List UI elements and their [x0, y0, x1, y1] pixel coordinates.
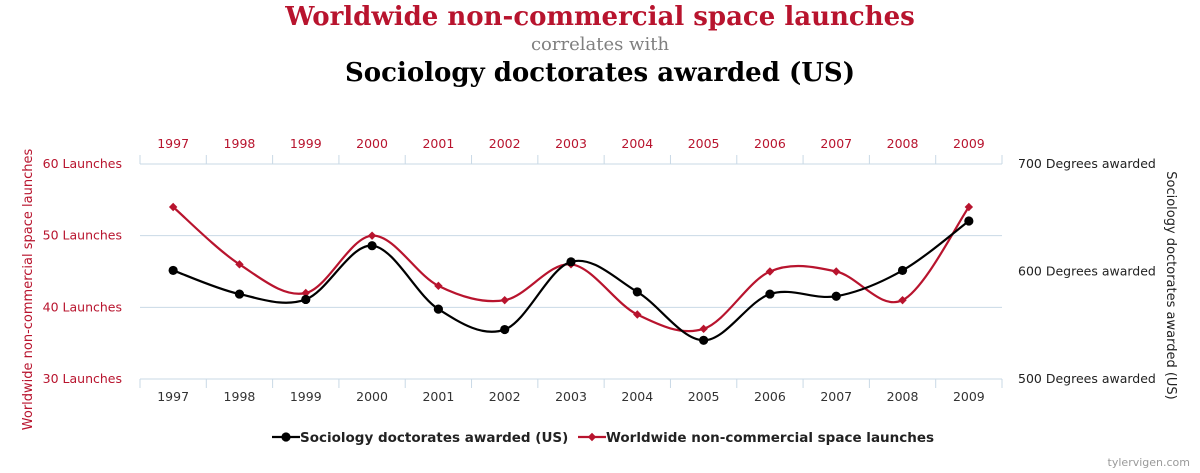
x-label-bottom: 2007	[820, 389, 852, 404]
x-label-bottom: 2001	[422, 389, 454, 404]
x-label-bottom: 1997	[157, 389, 189, 404]
right-tick-label: 600 Degrees awarded	[1018, 264, 1156, 279]
data-point-doctorates	[632, 287, 642, 297]
right-tick-label: 700 Degrees awarded	[1018, 156, 1156, 171]
chart-title-doctorates: Sociology doctorates awarded (US)	[345, 58, 855, 88]
x-label-bottom: 2005	[688, 389, 720, 404]
data-point-doctorates	[765, 289, 775, 299]
x-label-top: 2004	[621, 136, 653, 151]
data-point-launches	[367, 231, 377, 240]
legend-marker-circle	[281, 432, 291, 442]
left-axis-title: Worldwide non-commercial space launches	[21, 149, 36, 431]
x-label-top: 2008	[887, 136, 919, 151]
data-point-doctorates	[168, 265, 178, 276]
right-axis-title: Sociology doctorates awarded (US)	[1163, 171, 1178, 400]
x-label-top: 1998	[224, 136, 256, 151]
data-point-doctorates	[367, 241, 377, 251]
x-label-bottom: 2006	[754, 389, 786, 404]
data-point-launches	[964, 202, 974, 212]
data-point-launches	[699, 324, 708, 334]
data-point-launches	[832, 267, 841, 276]
right-tick-label: 500 Degrees awarded	[1018, 371, 1156, 386]
x-label-bottom: 2008	[887, 389, 919, 404]
x-label-top: 2000	[356, 136, 388, 151]
x-label-top: 2005	[688, 136, 720, 151]
x-label-top: 2007	[820, 136, 852, 151]
x-label-top: 2002	[489, 136, 521, 151]
data-point-doctorates	[964, 216, 974, 226]
data-point-doctorates	[566, 257, 576, 267]
data-point-launches	[301, 288, 310, 298]
credit-text: tylervigen.com	[1107, 456, 1190, 469]
left-tick-label: 50 Launches	[43, 228, 122, 243]
data-point-doctorates	[234, 289, 245, 299]
x-label-bottom: 1998	[224, 389, 256, 404]
series-line-launches	[172, 206, 970, 333]
data-point-launches	[235, 260, 244, 269]
chart-title-connector: correlates with	[530, 34, 670, 55]
data-point-doctorates	[897, 265, 908, 276]
data-point-doctorates	[831, 291, 841, 301]
x-label-bottom: 2003	[555, 389, 587, 404]
legend-label: Sociology doctorates awarded (US)	[300, 430, 568, 446]
data-point-launches	[898, 295, 907, 305]
data-point-doctorates	[699, 335, 709, 345]
x-label-top: 1999	[290, 136, 322, 151]
left-tick-label: 40 Launches	[43, 299, 122, 314]
legend-label: Worldwide non-commercial space launches	[606, 430, 934, 446]
data-point-launches	[765, 267, 775, 276]
series-line-doctorates	[172, 220, 970, 342]
x-label-top: 2001	[422, 136, 454, 151]
x-label-top: 2009	[953, 136, 985, 151]
data-point-launches	[168, 202, 178, 212]
left-tick-label: 60 Launches	[43, 156, 122, 171]
x-label-top: 1997	[157, 136, 189, 151]
data-point-launches	[633, 310, 642, 319]
x-label-bottom: 1999	[290, 389, 322, 404]
data-point-launches	[434, 281, 443, 291]
x-label-bottom: 2002	[489, 389, 521, 404]
x-label-bottom: 2000	[356, 389, 388, 404]
chart-title-launches: Worldwide non-commercial space launches	[285, 2, 915, 32]
legend-marker-diamond	[587, 432, 597, 442]
x-label-bottom: 2009	[953, 389, 985, 404]
data-point-doctorates	[433, 304, 443, 314]
left-tick-label: 30 Launches	[43, 371, 122, 386]
data-point-launches	[500, 295, 509, 305]
x-label-top: 2003	[555, 136, 587, 151]
data-point-doctorates	[500, 324, 510, 335]
data-point-doctorates	[301, 294, 311, 305]
x-label-top: 2006	[754, 136, 786, 151]
x-label-bottom: 2004	[621, 389, 653, 404]
